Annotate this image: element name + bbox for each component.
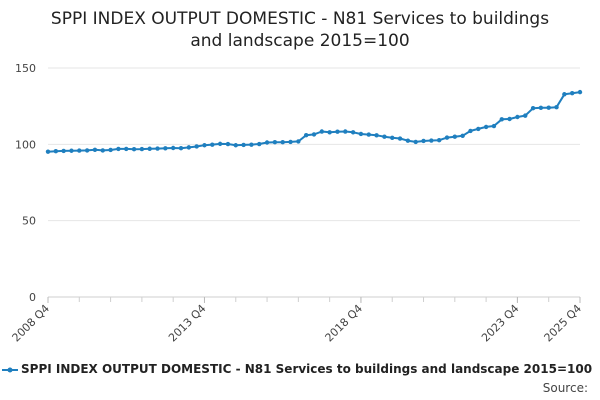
chart-title: SPPI INDEX OUTPUT DOMESTIC - N81 Service… bbox=[0, 8, 600, 52]
data-point bbox=[429, 138, 434, 143]
data-point bbox=[155, 146, 160, 151]
data-point bbox=[311, 132, 317, 137]
data-point bbox=[116, 146, 121, 152]
data-point bbox=[139, 146, 145, 152]
data-point bbox=[554, 105, 559, 110]
x-tick-label-2013-q4: 2013 Q4 bbox=[166, 302, 209, 345]
data-point bbox=[303, 132, 309, 138]
data-point bbox=[178, 145, 184, 151]
data-point bbox=[476, 126, 481, 132]
series-line bbox=[47, 91, 581, 153]
data-point bbox=[515, 114, 520, 120]
data-point bbox=[397, 136, 403, 141]
data-point bbox=[538, 105, 544, 111]
data-point bbox=[562, 92, 567, 97]
data-point bbox=[272, 139, 278, 145]
x-tick-label-2023-q4: 2023 Q4 bbox=[479, 302, 522, 345]
data-point bbox=[233, 143, 238, 148]
data-point bbox=[460, 133, 465, 138]
x-tick-label-2025-q4: 2025 Q4 bbox=[542, 302, 585, 345]
data-point bbox=[249, 142, 254, 147]
source-label: Source: bbox=[542, 381, 588, 395]
data-point bbox=[194, 144, 199, 149]
data-point bbox=[210, 142, 215, 147]
data-point bbox=[577, 89, 583, 95]
data-point bbox=[225, 141, 231, 147]
data-point bbox=[84, 148, 90, 153]
data-point bbox=[358, 131, 364, 137]
chart-title-line-2: and landscape 2015=100 bbox=[190, 31, 410, 51]
x-tick-label-2008-q4: 2008 Q4 bbox=[10, 302, 53, 345]
data-point bbox=[296, 139, 301, 144]
data-point bbox=[468, 128, 473, 134]
chart-title-line-1: SPPI INDEX OUTPUT DOMESTIC - N81 Service… bbox=[50, 9, 550, 29]
data-point bbox=[288, 139, 293, 145]
data-point bbox=[335, 129, 340, 134]
y-tick-label-150: 150 bbox=[15, 62, 36, 75]
data-point bbox=[452, 134, 458, 139]
legend-label: SPPI INDEX OUTPUT DOMESTIC - N81 Service… bbox=[21, 362, 593, 376]
y-tick-label-0: 0 bbox=[29, 291, 36, 304]
y-tick-label-50: 50 bbox=[22, 215, 36, 228]
data-point bbox=[546, 105, 551, 110]
data-point bbox=[100, 148, 105, 153]
data-point bbox=[92, 147, 98, 153]
data-point bbox=[530, 105, 536, 111]
data-point bbox=[343, 129, 348, 134]
data-point bbox=[382, 134, 387, 139]
data-point bbox=[186, 145, 192, 150]
data-point bbox=[436, 138, 442, 143]
data-point bbox=[523, 113, 528, 118]
data-point bbox=[202, 143, 207, 148]
legend-swatch bbox=[2, 367, 18, 373]
data-point bbox=[257, 141, 262, 147]
data-point bbox=[170, 145, 176, 151]
data-point bbox=[45, 149, 51, 154]
y-tick-label-100: 100 bbox=[15, 138, 36, 151]
data-point bbox=[53, 149, 59, 154]
data-point bbox=[444, 135, 450, 140]
data-point bbox=[61, 148, 66, 154]
data-point bbox=[241, 142, 246, 148]
data-point bbox=[69, 148, 74, 153]
x-tick-label-2018-q4: 2018 Q4 bbox=[323, 302, 366, 345]
data-point bbox=[507, 116, 512, 122]
data-point bbox=[77, 148, 82, 153]
data-point bbox=[217, 141, 223, 147]
data-point bbox=[280, 139, 285, 145]
data-point bbox=[131, 147, 137, 152]
data-point bbox=[569, 90, 575, 96]
data-point bbox=[163, 146, 168, 151]
data-point bbox=[499, 117, 504, 122]
data-point bbox=[147, 146, 152, 151]
data-point bbox=[108, 147, 113, 153]
data-point bbox=[350, 130, 356, 135]
data-point bbox=[421, 138, 426, 144]
data-point bbox=[366, 132, 371, 137]
data-point bbox=[413, 139, 418, 145]
data-point bbox=[319, 129, 325, 134]
data-point bbox=[264, 140, 270, 145]
data-point bbox=[124, 146, 129, 152]
legend[interactable]: SPPI INDEX OUTPUT DOMESTIC - N81 Service… bbox=[0, 361, 600, 379]
data-point bbox=[491, 123, 497, 129]
data-point bbox=[390, 135, 395, 140]
data-point bbox=[374, 133, 379, 138]
data-point bbox=[327, 130, 332, 135]
data-point bbox=[405, 138, 411, 143]
data-point bbox=[483, 124, 489, 130]
